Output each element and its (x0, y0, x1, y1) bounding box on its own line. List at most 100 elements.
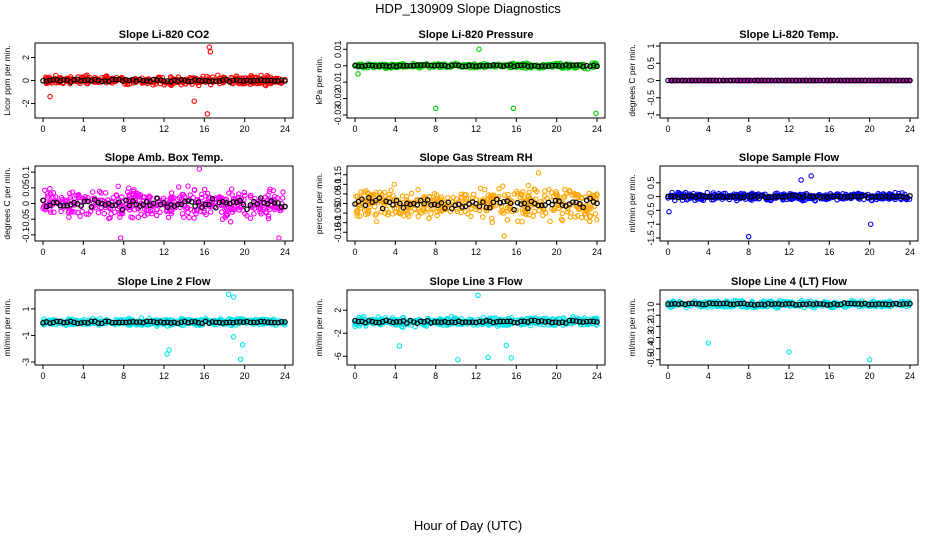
panel-5-point (531, 208, 538, 215)
panel-3-reference-point (827, 77, 834, 84)
panel-5-point (411, 206, 418, 213)
panel-5-reference-point (359, 196, 365, 203)
panel-5-reference-point (518, 201, 524, 207)
panel-8-reference-point (438, 319, 445, 326)
panel-2-reference-point (397, 62, 403, 69)
panel-9-title: Slope Line 4 (LT) Flow (731, 276, 847, 288)
panel-9-ytick-label: -0.5 (646, 352, 656, 368)
panel-2-reference-point (504, 62, 510, 69)
panel-5-point (511, 191, 518, 197)
panel-2-reference-point (583, 62, 590, 69)
panel-8-reference-point (397, 319, 403, 325)
panel-4-point (83, 211, 90, 217)
panel-1-reference-point (57, 78, 64, 84)
panel-5-reference-point (383, 198, 389, 205)
panel-8-reference-point (466, 319, 472, 326)
panel-4-point (247, 215, 254, 222)
panel-2-reference-point (587, 63, 593, 69)
panel-8-reference-point (511, 319, 517, 326)
panel-8-reference-point (383, 317, 389, 324)
panel-7-reference-point (171, 319, 178, 326)
panel-1-outlier-point (191, 98, 198, 104)
panel-8-point (400, 324, 406, 330)
panel-5-reference-point (393, 197, 400, 204)
panel-4-reference-point (92, 197, 98, 203)
panel-7-ylabel: ml/min per min. (2, 298, 12, 356)
panel-4-point (146, 193, 153, 199)
panel-6-ytick-label: 0 (646, 194, 656, 199)
panel-5-point (426, 215, 432, 222)
panel-3-title: Slope Li-820 Temp. (739, 29, 838, 41)
panel-1-reference-point (81, 77, 88, 84)
panel-8-reference-point (559, 319, 566, 325)
panel-6-ytick-label: -1 (646, 220, 656, 228)
panel-6-reference-point (806, 193, 813, 200)
panel-5-outlier-point (501, 233, 507, 239)
panel-4-point (165, 214, 172, 221)
panel-5-xtick-label: 12 (471, 247, 481, 257)
panel-6-reference-point (761, 194, 768, 200)
panel-3-reference-point (838, 77, 844, 84)
panel-9-ytick-label: -0.1 (646, 308, 656, 324)
panel-7-reference-point (213, 319, 219, 326)
panel-3-ytick-label: -1 (646, 111, 656, 119)
panel-5-ytick-label: -0.15 (333, 222, 343, 243)
panel-2-reference-point (594, 63, 600, 70)
panel-6-reference-point (696, 193, 702, 199)
panel-9-ytick-label: -0.3 (646, 330, 656, 346)
panel-9-reference-point (789, 300, 796, 307)
panel-5-point (481, 196, 488, 202)
panel-3-reference-point (730, 77, 737, 84)
panel-8-reference-point (493, 319, 500, 325)
panel-7-reference-point (244, 318, 250, 325)
panel-1-reference-point (119, 77, 126, 84)
panel-1-reference-point (109, 76, 115, 83)
panel-5-reference-point (386, 199, 393, 205)
panel-4-point (175, 184, 182, 190)
panel-4-xtick-label: 20 (240, 247, 250, 257)
panel-9-reference-point (820, 301, 827, 307)
panel-5-reference-point (569, 199, 576, 205)
panel-8-reference-point (469, 319, 476, 325)
panel-4-point (58, 194, 65, 201)
panel-5-reference-point (410, 200, 417, 207)
panel-9-reference-point (723, 300, 730, 307)
panel-3-reference-point (775, 77, 782, 84)
panel-8-reference-point (563, 320, 569, 326)
panel-6-reference-point (706, 194, 713, 200)
panel-9-reference-point (782, 301, 789, 307)
panel-4-outlier-point (117, 235, 124, 240)
panel-2-reference-point (514, 62, 521, 69)
panel-4-point (180, 214, 187, 220)
panel-6-reference-point (748, 194, 754, 200)
panel-2-reference-point (525, 63, 531, 70)
panel-7-reference-point (126, 319, 133, 325)
panel-1-outlier-point (207, 48, 214, 55)
panel-2-reference-point (355, 63, 362, 69)
panel-5-point (489, 195, 495, 201)
panel-4-reference-point (237, 197, 243, 204)
panel-8-reference-point (421, 319, 427, 325)
panel-9-reference-point (803, 301, 810, 308)
panel-1-reference-point (50, 77, 57, 83)
panel-6-reference-point (851, 193, 858, 200)
panel-1-reference-point (168, 78, 174, 85)
panel-4-point (265, 215, 272, 222)
panel-4-reference-point (223, 199, 230, 206)
panel-5-point (418, 210, 424, 216)
panel-9-xtick-label: 20 (865, 371, 875, 381)
panel-2-reference-point (383, 63, 389, 69)
panel-6-reference-point (723, 193, 730, 200)
panel-6-points (665, 173, 913, 240)
panel-6-ylabel: ml/min per min. (627, 174, 637, 232)
panel-2-ytick-label: 0.01 (333, 41, 343, 59)
panel-8-reference-point (455, 318, 462, 325)
panel-3-reference-point (737, 77, 744, 84)
panel-9-reference-point (889, 301, 896, 307)
panel-3-reference-point (893, 77, 899, 84)
panel-2-reference-point (487, 62, 493, 69)
panel-6-xtick-label: 16 (824, 247, 834, 257)
x-axis-label: Hour of Day (UTC) (414, 518, 522, 533)
panel-8-reference-point (428, 320, 434, 326)
